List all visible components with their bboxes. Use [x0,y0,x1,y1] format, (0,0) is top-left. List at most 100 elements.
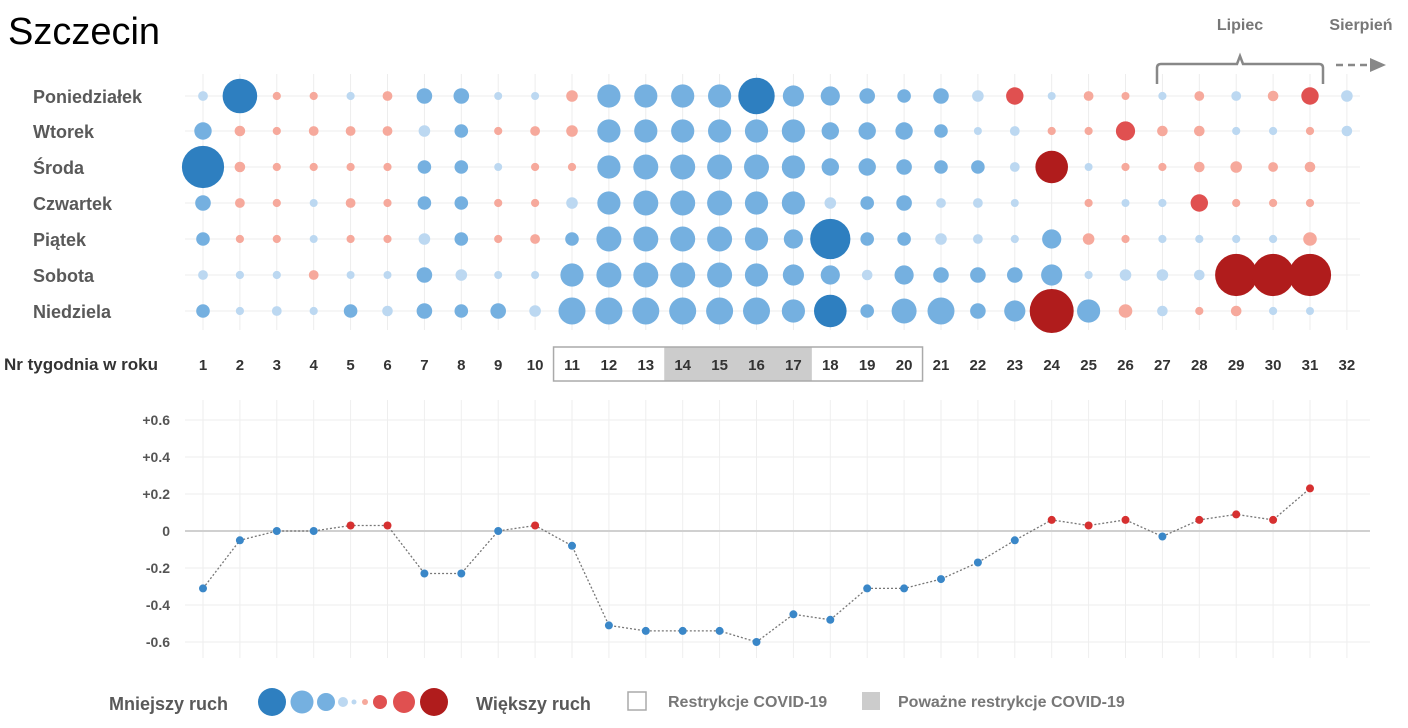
bubble [810,218,851,260]
bubble [272,91,281,101]
severe-restrictions-band [664,347,812,381]
bubble [824,197,837,209]
bubble [1158,234,1167,244]
bubble [781,191,806,215]
bubble [1305,198,1315,208]
bubble [707,226,733,252]
bubble [308,126,319,136]
week-label: 20 [896,357,913,374]
bubble [861,269,873,281]
week-label: 22 [970,357,987,374]
bubble [891,298,917,324]
bubble [1004,300,1026,322]
bubble [531,92,540,100]
bubble [744,119,769,143]
line-point [826,615,835,624]
bubble [383,198,392,208]
bubble [860,196,874,210]
bubble [382,91,393,101]
bubble [671,84,695,108]
bubble [494,271,503,279]
bubble [494,198,503,208]
bubble [1082,233,1095,245]
bubble [453,88,470,104]
bubble [596,226,622,252]
bubble [897,89,911,103]
week-label: 27 [1154,357,1171,374]
bubble [567,162,577,172]
line-point [1010,536,1019,545]
bubble [633,262,659,288]
bubble [309,162,318,172]
week-label: 18 [822,357,839,374]
legend-restrictions-swatch [627,691,647,711]
line-point [641,626,650,635]
bubble [633,190,659,216]
bubble [1047,126,1056,136]
bubble [346,91,355,101]
bubble [708,119,732,143]
bubble [1267,90,1279,102]
day-label: Środa [33,157,85,178]
bubble [196,232,210,246]
day-label: Wtorek [33,122,95,142]
bubble [1194,125,1205,137]
bubble [1084,198,1093,208]
bubble [272,162,281,172]
bubble [1230,161,1242,173]
bubble [1041,264,1063,286]
bubble [707,154,733,180]
week-label: 16 [748,357,765,374]
bubble [781,119,806,143]
line-point [235,536,244,545]
bubble [1305,126,1315,136]
bubble [670,154,696,180]
bubble [670,190,696,216]
bubble [417,160,432,174]
bubble [235,270,244,280]
bubble [1232,126,1241,136]
bubble [222,78,258,114]
bubble [1288,253,1332,297]
bubble [309,199,318,207]
bubble [558,297,586,325]
bubble [235,234,244,244]
bubble [531,198,540,208]
bubble [597,155,621,179]
bubble [1084,163,1093,171]
line-point [900,584,909,593]
bubble [858,122,876,140]
bubble [1269,198,1278,208]
bubble [346,271,355,279]
bubble [234,161,246,173]
line-point [1195,515,1204,524]
line-point [457,569,466,578]
bubble [633,154,659,180]
line-point [863,584,872,593]
week-labels: 1 2 3 4 5 6 7 8 9 10 11 12 13 14 15 16 17 18 19 20 21 22 23 24 2… [199,357,1355,374]
bubble [235,306,244,316]
bubble [1215,253,1258,297]
bubble [860,304,874,318]
y-tick-label: 0 [162,523,170,539]
bubble [530,126,540,136]
line-point [494,527,503,535]
august-arrow [1336,58,1386,72]
bubble [1231,91,1242,101]
page-title: Szczecin [8,11,160,53]
bubble [1010,234,1019,244]
legend-less-traffic: Mniejszy ruch [109,694,228,714]
bubble [1190,194,1209,212]
bubble [1194,269,1205,281]
line-point [383,521,392,530]
bubble [1341,125,1353,137]
bubble [669,297,697,325]
restrictions-box [552,346,924,382]
bubble [936,198,946,208]
legend-dot [290,690,314,714]
legend-dot [351,699,357,705]
week-label: 8 [457,357,465,374]
day-label: Czwartek [33,194,113,214]
week-label: 10 [527,357,544,374]
bubble [708,84,732,108]
